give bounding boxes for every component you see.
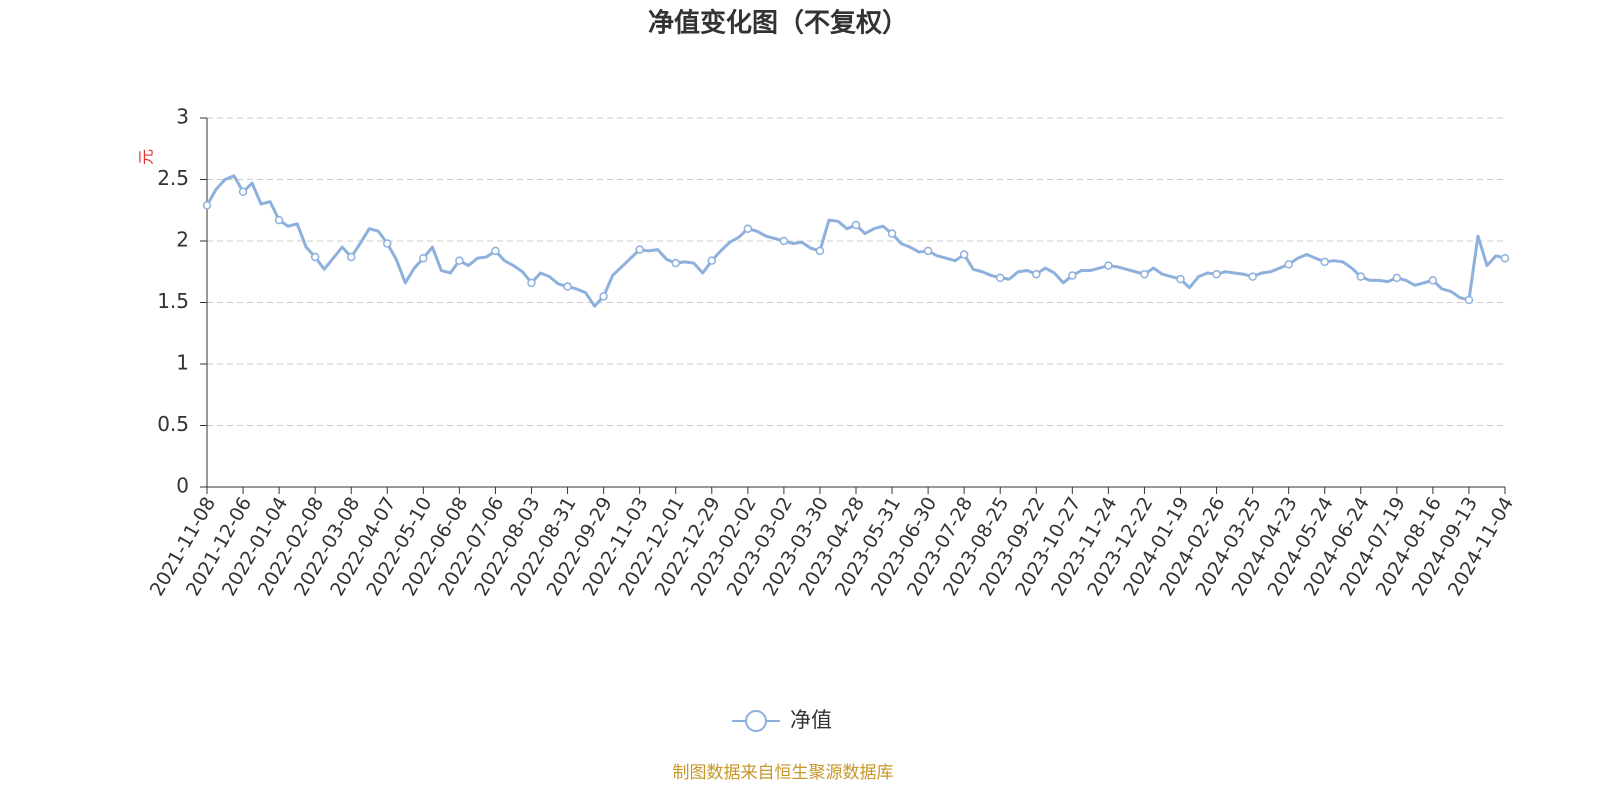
point-marker <box>671 258 680 268</box>
point-marker <box>1176 274 1185 284</box>
y-tick-label: 2.5 <box>157 166 189 190</box>
point-marker <box>1212 269 1221 279</box>
y-axis-label: 元 <box>137 149 156 165</box>
point-marker <box>1032 269 1041 279</box>
point-marker <box>1284 260 1293 269</box>
point-marker <box>419 253 428 263</box>
point-marker <box>1140 269 1149 279</box>
point-marker <box>959 250 969 259</box>
point-marker <box>887 229 897 238</box>
point-marker <box>563 282 572 291</box>
point-marker <box>707 256 717 265</box>
source-note: 制图数据来自恒生聚源数据库 <box>673 763 894 783</box>
point-marker <box>238 187 248 197</box>
point-marker <box>995 273 1005 283</box>
point-marker <box>1464 295 1474 305</box>
point-marker <box>1320 257 1329 267</box>
point-marker <box>1392 273 1402 283</box>
y-tick-label: 0 <box>176 474 189 498</box>
point-marker <box>1104 261 1113 270</box>
y-tick-label: 1 <box>176 351 189 375</box>
y-tick-label: 3 <box>176 105 189 129</box>
point-marker <box>599 292 608 301</box>
legend-marker <box>745 710 767 732</box>
point-marker <box>346 252 356 262</box>
point-marker <box>1248 272 1257 281</box>
point-marker <box>1068 271 1077 280</box>
point-marker <box>310 252 320 262</box>
point-marker <box>491 246 500 256</box>
point-marker <box>815 246 825 256</box>
point-marker <box>635 245 644 254</box>
point-marker <box>923 246 933 256</box>
y-tick-label: 1.5 <box>157 289 189 313</box>
point-marker <box>743 224 753 233</box>
point-marker <box>274 215 284 225</box>
legend-label: 净值 <box>790 708 832 732</box>
point-marker <box>779 236 789 246</box>
chart-title: 净值变化图（不复权） <box>648 8 908 39</box>
point-marker <box>527 278 536 288</box>
y-tick-label: 2 <box>176 228 189 252</box>
point-marker <box>455 256 464 265</box>
point-marker <box>851 220 861 230</box>
point-marker <box>1356 272 1366 281</box>
point-marker <box>202 201 212 210</box>
point-marker <box>383 239 392 248</box>
point-marker <box>1428 276 1438 285</box>
point-marker <box>1500 253 1510 263</box>
y-tick-label: 0.5 <box>157 412 189 436</box>
